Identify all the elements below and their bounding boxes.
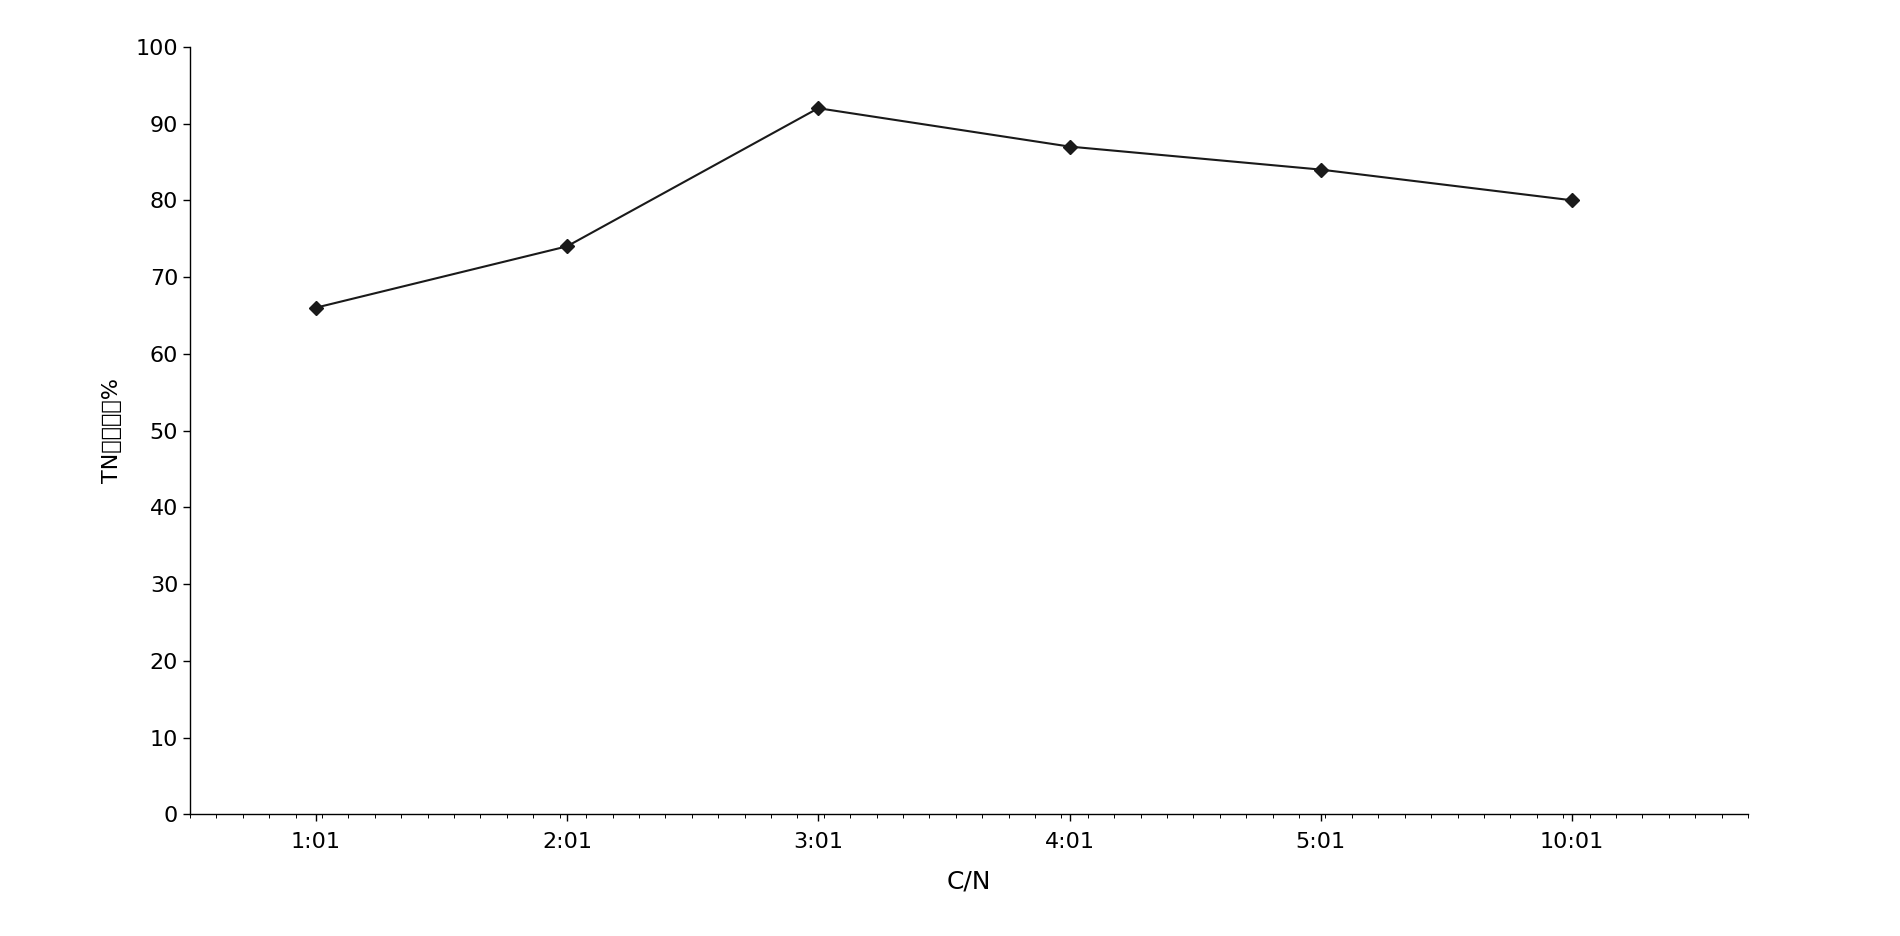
- Y-axis label: TN去除率（%: TN去除率（%: [103, 378, 122, 483]
- X-axis label: C/N: C/N: [946, 869, 992, 893]
